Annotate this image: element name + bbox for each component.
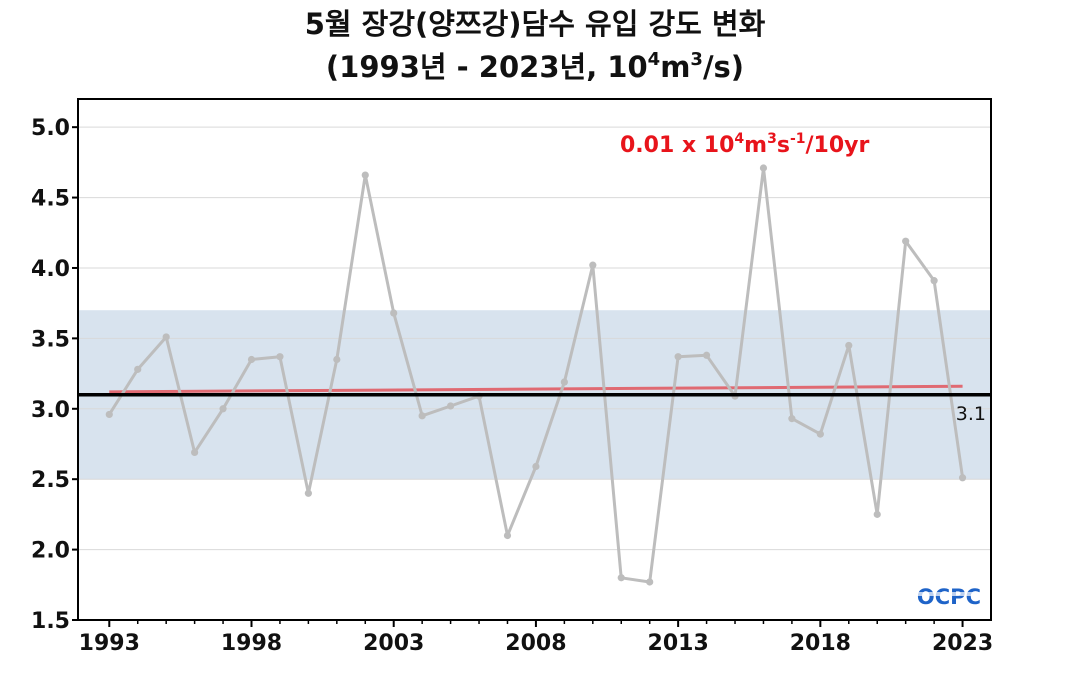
ocpc-logo: OCPC bbox=[905, 585, 983, 609]
data-point-2009 bbox=[560, 378, 568, 386]
title-sup2: 3 bbox=[690, 49, 703, 70]
ytick-label-2.0: 2.0 bbox=[31, 539, 70, 564]
xtick-label-2013: 2013 bbox=[648, 631, 709, 656]
data-point-1997 bbox=[219, 405, 227, 413]
trend-line bbox=[109, 384, 963, 394]
data-point-2003 bbox=[390, 309, 398, 317]
xtick-label-2018: 2018 bbox=[790, 631, 851, 656]
data-point-2010 bbox=[589, 261, 597, 269]
data-point-2014 bbox=[702, 351, 711, 359]
chart-title-line2: (1993년 - 2023년, 104m3/s) bbox=[326, 49, 744, 84]
data-point-2012 bbox=[646, 578, 654, 586]
grid-layer bbox=[78, 126, 991, 551]
title-sup1: 4 bbox=[648, 49, 661, 70]
data-point-2001 bbox=[333, 355, 341, 364]
trend-sup2: 3 bbox=[767, 131, 777, 147]
xtick-label-1998: 1998 bbox=[221, 631, 282, 656]
data-point-2022 bbox=[930, 277, 938, 285]
xtick-label-2008: 2008 bbox=[505, 631, 566, 656]
ytick-label-1.5: 1.5 bbox=[31, 609, 70, 634]
data-point-2018 bbox=[816, 430, 824, 438]
title-suffix: /s) bbox=[703, 50, 744, 84]
logo-text: OCPC bbox=[917, 585, 981, 609]
trend-sup3: -1 bbox=[790, 131, 806, 147]
data-point-1998 bbox=[247, 355, 256, 364]
xtick-label-2023: 2023 bbox=[932, 631, 993, 656]
data-point-1999 bbox=[276, 353, 284, 361]
data-point-2005 bbox=[446, 402, 455, 410]
data-point-2019 bbox=[845, 341, 853, 350]
trend-s: s bbox=[777, 133, 790, 158]
title-prefix: (1993년 - 2023년, 10 bbox=[326, 50, 648, 84]
ytick-label-3.5: 3.5 bbox=[31, 327, 70, 352]
trend-suffix: /10yr bbox=[806, 133, 870, 158]
data-point-1996 bbox=[191, 448, 199, 457]
data-point-2000 bbox=[304, 489, 312, 497]
trend-prefix: 0.01 x 10 bbox=[620, 133, 734, 158]
logo-stripe bbox=[905, 592, 983, 596]
xtick-label-2003: 2003 bbox=[363, 631, 424, 656]
data-point-2021 bbox=[902, 237, 910, 245]
data-point-2004 bbox=[418, 412, 426, 420]
ytick-label-3.0: 3.0 bbox=[31, 398, 70, 423]
data-point-2017 bbox=[788, 415, 796, 423]
ytick-label-4.5: 4.5 bbox=[31, 187, 70, 212]
ytick-label-2.5: 2.5 bbox=[31, 468, 70, 493]
data-point-2023 bbox=[958, 474, 967, 482]
data-point-1994 bbox=[134, 365, 142, 373]
data-point-1995 bbox=[162, 333, 170, 341]
series-layer bbox=[105, 164, 967, 586]
axis-layer: 1.5 2.0 2.5 3.0 3.5 4.0 4.5 5.0 1993 1998 2003 2008… bbox=[31, 98, 993, 656]
data-point-2016 bbox=[759, 164, 768, 172]
data-point-2013 bbox=[674, 353, 682, 361]
trend-layer bbox=[109, 384, 963, 394]
xtick-label-1993: 1993 bbox=[79, 631, 140, 656]
title-mid: m bbox=[660, 50, 690, 84]
data-point-2007 bbox=[503, 531, 512, 540]
trend-sup1: 4 bbox=[734, 131, 744, 147]
data-point-2008 bbox=[532, 462, 540, 471]
trend-m: m bbox=[744, 133, 767, 158]
mean-value-label: 3.1 bbox=[956, 403, 986, 425]
trend-label: 0.01 x 104m3s-1/10yr bbox=[620, 131, 870, 158]
data-point-2011 bbox=[617, 574, 625, 582]
plot-frame bbox=[77, 98, 992, 621]
ytick-label-4.0: 4.0 bbox=[31, 257, 70, 282]
ytick-label-5.0: 5.0 bbox=[31, 116, 70, 141]
chart-title-line1: 5월 장강(양쯔강)담수 유입 강도 변화 bbox=[305, 7, 766, 41]
data-point-2002 bbox=[361, 171, 369, 179]
data-point-2020 bbox=[873, 510, 881, 518]
data-point-1993 bbox=[105, 410, 113, 419]
